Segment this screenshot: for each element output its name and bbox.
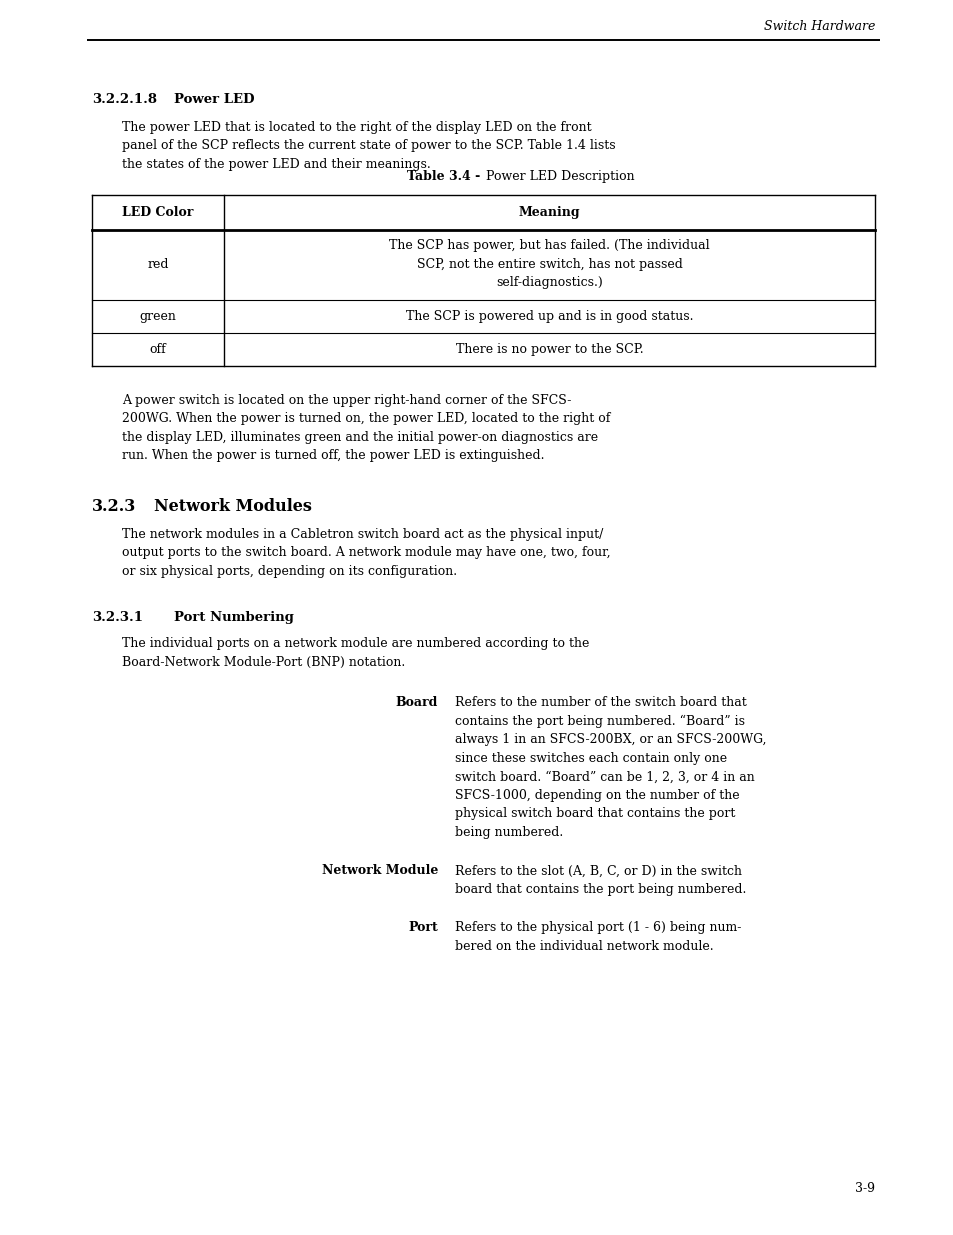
Text: 3.2.3: 3.2.3 xyxy=(91,498,136,515)
Text: 3-9: 3-9 xyxy=(854,1182,874,1195)
Text: 3.2.3.1: 3.2.3.1 xyxy=(91,611,143,625)
Text: SCP, not the entire switch, has not passed: SCP, not the entire switch, has not pass… xyxy=(416,258,681,270)
Text: physical switch board that contains the port: physical switch board that contains the … xyxy=(455,808,735,820)
Text: the states of the power LED and their meanings.: the states of the power LED and their me… xyxy=(122,158,431,170)
Text: Port: Port xyxy=(408,921,437,935)
Text: being numbered.: being numbered. xyxy=(455,826,562,839)
Text: 200WG. When the power is turned on, the power LED, located to the right of: 200WG. When the power is turned on, the … xyxy=(122,412,610,426)
Text: Network Module: Network Module xyxy=(321,864,437,878)
Text: or six physical ports, depending on its configuration.: or six physical ports, depending on its … xyxy=(122,564,456,578)
Text: Network Modules: Network Modules xyxy=(153,498,312,515)
Text: Power LED Description: Power LED Description xyxy=(486,170,635,183)
Text: Switch Hardware: Switch Hardware xyxy=(762,20,874,33)
Text: contains the port being numbered. “Board” is: contains the port being numbered. “Board… xyxy=(455,715,744,729)
Text: SFCS-1000, depending on the number of the: SFCS-1000, depending on the number of th… xyxy=(455,789,739,802)
Text: Refers to the slot (A, B, C, or D) in the switch: Refers to the slot (A, B, C, or D) in th… xyxy=(455,864,741,878)
Text: self-diagnostics.): self-diagnostics.) xyxy=(496,277,602,289)
Text: red: red xyxy=(147,258,169,272)
Text: green: green xyxy=(139,310,176,324)
Text: Meaning: Meaning xyxy=(518,206,579,219)
Text: Power LED: Power LED xyxy=(173,93,254,106)
Text: the display LED, illuminates green and the initial power-on diagnostics are: the display LED, illuminates green and t… xyxy=(122,431,598,445)
Text: The individual ports on a network module are numbered according to the: The individual ports on a network module… xyxy=(122,637,589,651)
Text: Board-Network Module-Port (BNP) notation.: Board-Network Module-Port (BNP) notation… xyxy=(122,656,405,669)
Text: There is no power to the SCP.: There is no power to the SCP. xyxy=(456,343,642,356)
Text: The SCP is powered up and is in good status.: The SCP is powered up and is in good sta… xyxy=(405,310,693,324)
Text: Refers to the physical port (1 - 6) being num-: Refers to the physical port (1 - 6) bein… xyxy=(455,921,740,935)
Text: Board: Board xyxy=(395,697,437,709)
Text: output ports to the switch board. A network module may have one, two, four,: output ports to the switch board. A netw… xyxy=(122,547,610,559)
Text: The SCP has power, but has failed. (The individual: The SCP has power, but has failed. (The … xyxy=(389,240,709,252)
Text: 3.2.2.1.8: 3.2.2.1.8 xyxy=(91,93,157,106)
Text: always 1 in an SFCS-200BX, or an SFCS-200WG,: always 1 in an SFCS-200BX, or an SFCS-20… xyxy=(455,734,765,746)
Text: The network modules in a Cabletron switch board act as the physical input/: The network modules in a Cabletron switc… xyxy=(122,529,602,541)
Text: The power LED that is located to the right of the display LED on the front: The power LED that is located to the rig… xyxy=(122,121,591,135)
Text: Table 3.4 -: Table 3.4 - xyxy=(407,170,480,183)
Text: run. When the power is turned off, the power LED is extinguished.: run. When the power is turned off, the p… xyxy=(122,450,544,462)
Text: board that contains the port being numbered.: board that contains the port being numbe… xyxy=(455,883,745,897)
Text: panel of the SCP reflects the current state of power to the SCP. Table 1.4 lists: panel of the SCP reflects the current st… xyxy=(122,140,615,152)
Text: bered on the individual network module.: bered on the individual network module. xyxy=(455,940,713,953)
Text: since these switches each contain only one: since these switches each contain only o… xyxy=(455,752,726,764)
Text: Port Numbering: Port Numbering xyxy=(173,611,294,625)
Text: switch board. “Board” can be 1, 2, 3, or 4 in an: switch board. “Board” can be 1, 2, 3, or… xyxy=(455,771,754,783)
Text: Refers to the number of the switch board that: Refers to the number of the switch board… xyxy=(455,697,746,709)
Text: A power switch is located on the upper right-hand corner of the SFCS-: A power switch is located on the upper r… xyxy=(122,394,571,408)
Text: off: off xyxy=(150,343,166,356)
Text: LED Color: LED Color xyxy=(122,206,193,219)
